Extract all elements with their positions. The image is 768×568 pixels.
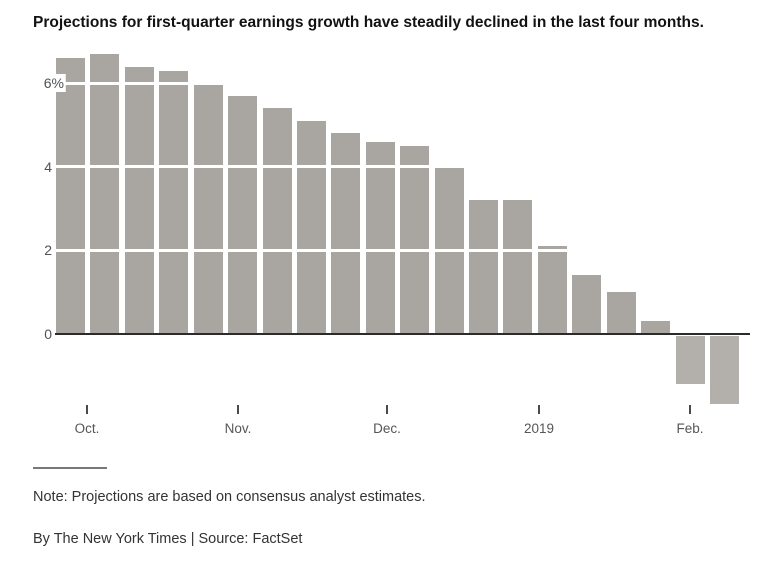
x-axis-tick-label: 2019 [523,421,555,436]
x-axis-tick-label: Feb. [676,421,704,436]
bar [90,54,120,334]
bar [709,335,739,405]
bar [365,141,395,334]
x-axis-tick-mark [86,405,88,414]
note-text: Note: Projections are based on consensus… [33,489,426,505]
x-axis-tick-label: Nov. [224,421,252,436]
bar [641,320,671,334]
bar [262,108,292,334]
y-axis-tick-label: 0 [44,325,52,342]
bar [572,275,602,334]
x-axis-tick-label: Dec. [373,421,401,436]
gridline [55,248,750,252]
bar [675,335,705,384]
chart-title: Projections for first-quarter earnings g… [33,14,704,31]
x-axis-zero-line [55,332,750,335]
x-axis-tick-mark [538,405,540,414]
bar [159,70,189,334]
y-axis-tick-label: 2 [44,242,52,259]
bar [537,245,567,334]
y-axis-tick-label: 4 [44,158,52,175]
bar [606,291,636,334]
bar [228,95,258,334]
x-axis-tick-label: Oct. [74,421,100,436]
x-axis-tick-mark [386,405,388,414]
bar [469,200,499,334]
bar [193,83,223,334]
y-axis-tick-label: 6% [39,74,66,93]
x-axis-tick-mark [237,405,239,414]
byline-source: By The New York Times | Source: FactSet [33,531,303,547]
bar [400,145,430,334]
gridline [55,81,750,85]
bar [503,200,533,334]
x-axis-tick-mark [689,405,691,414]
bar [331,133,361,334]
footnote-divider [33,467,107,469]
bar [56,58,85,334]
bar [296,120,326,334]
bar [124,66,154,334]
gridline [55,165,750,169]
